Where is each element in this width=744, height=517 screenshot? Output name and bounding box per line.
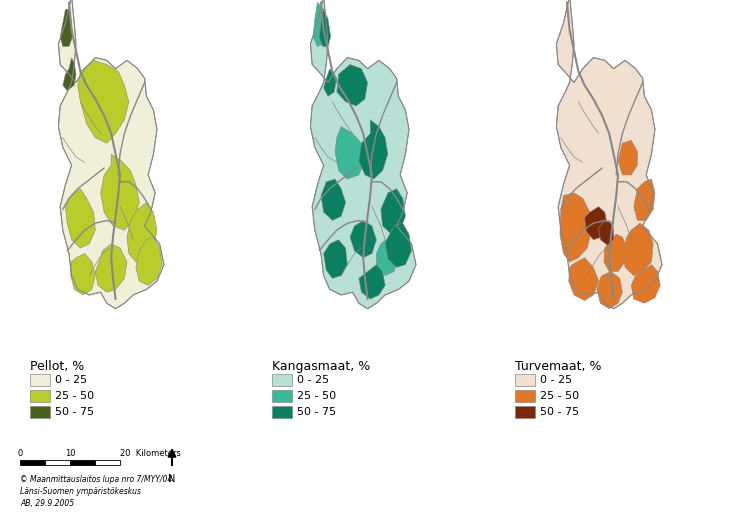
- Text: 50 - 75: 50 - 75: [297, 407, 336, 417]
- Polygon shape: [78, 60, 129, 143]
- Bar: [515, 374, 535, 386]
- Bar: [272, 406, 292, 418]
- Bar: [95, 460, 120, 465]
- Text: © Maanmittauslaitos lupa nro 7/MYY/04
Länsi-Suomen ympäristökeskus
AB, 29.9.2005: © Maanmittauslaitos lupa nro 7/MYY/04 Lä…: [20, 475, 173, 508]
- Polygon shape: [381, 189, 405, 234]
- Polygon shape: [127, 203, 157, 262]
- Polygon shape: [376, 237, 398, 276]
- Polygon shape: [324, 69, 337, 96]
- Polygon shape: [335, 127, 365, 179]
- Polygon shape: [560, 193, 591, 262]
- Polygon shape: [58, 0, 164, 309]
- Text: 10: 10: [65, 449, 75, 458]
- Polygon shape: [359, 265, 385, 299]
- Text: 0 - 25: 0 - 25: [540, 375, 572, 385]
- Polygon shape: [136, 237, 162, 285]
- Polygon shape: [62, 57, 76, 90]
- Text: 25 - 50: 25 - 50: [540, 391, 579, 401]
- Bar: [45, 460, 70, 465]
- Polygon shape: [631, 265, 660, 303]
- Polygon shape: [100, 154, 139, 230]
- Text: Kangasmaat, %: Kangasmaat, %: [272, 360, 371, 373]
- Text: 0: 0: [17, 449, 22, 458]
- Polygon shape: [568, 257, 599, 300]
- Bar: [515, 406, 535, 418]
- Polygon shape: [359, 120, 388, 179]
- Polygon shape: [557, 0, 662, 309]
- Polygon shape: [585, 207, 607, 240]
- Polygon shape: [634, 179, 655, 220]
- Polygon shape: [321, 179, 346, 220]
- Bar: [70, 460, 95, 465]
- Polygon shape: [623, 223, 653, 276]
- Bar: [515, 390, 535, 402]
- Bar: [30, 390, 50, 402]
- Bar: [30, 406, 50, 418]
- Polygon shape: [324, 240, 347, 278]
- Polygon shape: [60, 9, 72, 47]
- Polygon shape: [604, 234, 626, 271]
- Text: 0 - 25: 0 - 25: [55, 375, 87, 385]
- Polygon shape: [618, 141, 638, 175]
- Text: 25 - 50: 25 - 50: [297, 391, 336, 401]
- Polygon shape: [71, 253, 95, 295]
- Text: 50 - 75: 50 - 75: [540, 407, 579, 417]
- Polygon shape: [337, 65, 368, 106]
- Polygon shape: [599, 220, 614, 245]
- Text: 50 - 75: 50 - 75: [55, 407, 94, 417]
- Text: N: N: [168, 474, 176, 484]
- Polygon shape: [95, 244, 127, 292]
- Text: 20  Kilometers: 20 Kilometers: [120, 449, 181, 458]
- Text: Pellot, %: Pellot, %: [30, 360, 84, 373]
- Polygon shape: [385, 223, 411, 267]
- Polygon shape: [65, 189, 95, 248]
- Polygon shape: [319, 9, 330, 47]
- Polygon shape: [313, 3, 326, 47]
- Bar: [272, 374, 292, 386]
- Bar: [20, 460, 45, 465]
- Bar: [272, 390, 292, 402]
- Bar: [30, 374, 50, 386]
- Polygon shape: [597, 271, 623, 309]
- Text: 0 - 25: 0 - 25: [297, 375, 329, 385]
- Polygon shape: [350, 220, 376, 257]
- Text: 25 - 50: 25 - 50: [55, 391, 94, 401]
- Text: Turvemaat, %: Turvemaat, %: [515, 360, 601, 373]
- Polygon shape: [310, 0, 416, 309]
